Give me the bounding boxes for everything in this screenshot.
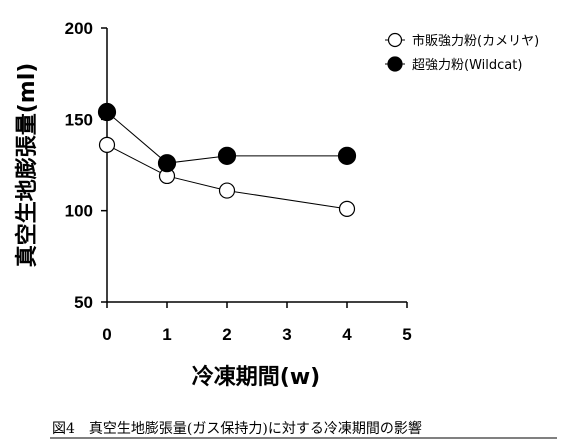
- series: [97, 102, 357, 217]
- legend-marker: [387, 32, 403, 48]
- series-1: [98, 136, 356, 217]
- series-line: [106, 111, 347, 164]
- x-tick-label: 1: [162, 325, 171, 344]
- data-point: [337, 146, 357, 165]
- data-point: [218, 182, 236, 199]
- data-point: [157, 154, 177, 173]
- series-2: [97, 102, 357, 173]
- legend-label: 市販強力粉(カメリヤ): [412, 33, 539, 49]
- legend-marker: [387, 56, 403, 72]
- x-tick-label: 3: [282, 325, 291, 344]
- y-tick-label: 200: [65, 19, 93, 38]
- y-tick-label: 150: [65, 110, 93, 129]
- y-ticks: 50 100 150 200: [65, 19, 107, 312]
- y-axis-label: 真空生地膨張量(ml): [14, 63, 40, 268]
- legend: 市販強力粉(カメリヤ) 超強力粉(Wildcat): [385, 32, 539, 73]
- legend-label: 超強力粉(Wildcat): [412, 58, 522, 73]
- y-tick-label: 50: [74, 293, 93, 312]
- x-tick-label: 4: [342, 325, 352, 344]
- y-tick-label: 100: [65, 202, 93, 221]
- data-point: [338, 200, 356, 217]
- data-point: [217, 146, 237, 165]
- figure-caption: 図4 真空生地膨張量(ガス保持力)に対する冷凍期間の影響: [52, 420, 422, 437]
- x-axis-label: 冷凍期間(w): [192, 364, 320, 390]
- series-line: [106, 144, 348, 210]
- x-tick-label: 5: [402, 325, 411, 344]
- axes: [106, 28, 407, 303]
- x-tick-label: 0: [102, 325, 111, 344]
- x-ticks: 0 1 2 3 4 5: [102, 302, 412, 344]
- x-tick-label: 2: [222, 325, 231, 344]
- data-point: [98, 136, 116, 154]
- data-point: [97, 102, 117, 122]
